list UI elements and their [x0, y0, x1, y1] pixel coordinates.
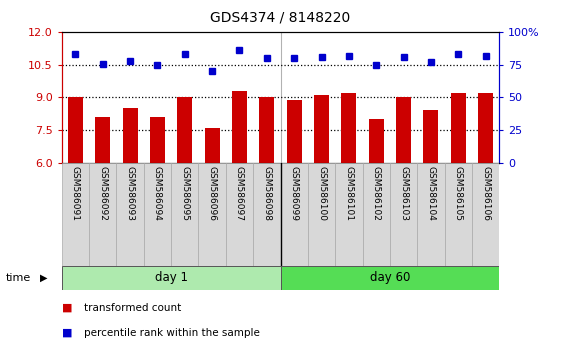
Bar: [177, 97, 192, 163]
Bar: [445, 163, 472, 266]
Text: GSM586094: GSM586094: [153, 166, 162, 221]
Text: time: time: [6, 273, 31, 283]
Bar: [478, 93, 493, 163]
Bar: [171, 163, 199, 266]
Bar: [144, 163, 171, 266]
Text: ■: ■: [62, 303, 72, 313]
Bar: [280, 163, 308, 266]
Bar: [424, 110, 439, 163]
Bar: [369, 119, 384, 163]
Bar: [232, 91, 247, 163]
Text: ▶: ▶: [40, 273, 48, 283]
Bar: [117, 163, 144, 266]
Text: GSM586093: GSM586093: [126, 166, 135, 221]
Bar: [62, 266, 280, 290]
Text: day 60: day 60: [370, 272, 410, 284]
Bar: [280, 266, 499, 290]
Text: GSM586105: GSM586105: [454, 166, 463, 221]
Bar: [95, 117, 111, 163]
Text: GSM586092: GSM586092: [98, 166, 107, 221]
Bar: [314, 95, 329, 163]
Bar: [396, 97, 411, 163]
Text: GSM586096: GSM586096: [208, 166, 217, 221]
Bar: [472, 163, 499, 266]
Text: GSM586104: GSM586104: [426, 166, 435, 221]
Bar: [287, 99, 302, 163]
Text: GSM586103: GSM586103: [399, 166, 408, 221]
Text: ■: ■: [62, 328, 72, 338]
Text: GDS4374 / 8148220: GDS4374 / 8148220: [210, 11, 351, 25]
Text: GSM586091: GSM586091: [71, 166, 80, 221]
Bar: [390, 163, 417, 266]
Bar: [89, 163, 117, 266]
Text: percentile rank within the sample: percentile rank within the sample: [84, 328, 260, 338]
Bar: [362, 163, 390, 266]
Bar: [68, 97, 83, 163]
Text: day 1: day 1: [155, 272, 187, 284]
Bar: [308, 163, 335, 266]
Bar: [150, 117, 165, 163]
Bar: [226, 163, 253, 266]
Text: GSM586098: GSM586098: [263, 166, 272, 221]
Text: GSM586106: GSM586106: [481, 166, 490, 221]
Bar: [253, 163, 280, 266]
Bar: [259, 97, 274, 163]
Text: GSM586097: GSM586097: [235, 166, 244, 221]
Bar: [205, 128, 220, 163]
Bar: [450, 93, 466, 163]
Bar: [62, 163, 89, 266]
Text: GSM586099: GSM586099: [289, 166, 298, 221]
Text: GSM586101: GSM586101: [344, 166, 353, 221]
Text: transformed count: transformed count: [84, 303, 181, 313]
Bar: [341, 93, 356, 163]
Bar: [199, 163, 226, 266]
Bar: [335, 163, 362, 266]
Bar: [417, 163, 445, 266]
Text: GSM586100: GSM586100: [317, 166, 326, 221]
Text: GSM586095: GSM586095: [180, 166, 189, 221]
Text: GSM586102: GSM586102: [372, 166, 381, 221]
Bar: [122, 108, 137, 163]
